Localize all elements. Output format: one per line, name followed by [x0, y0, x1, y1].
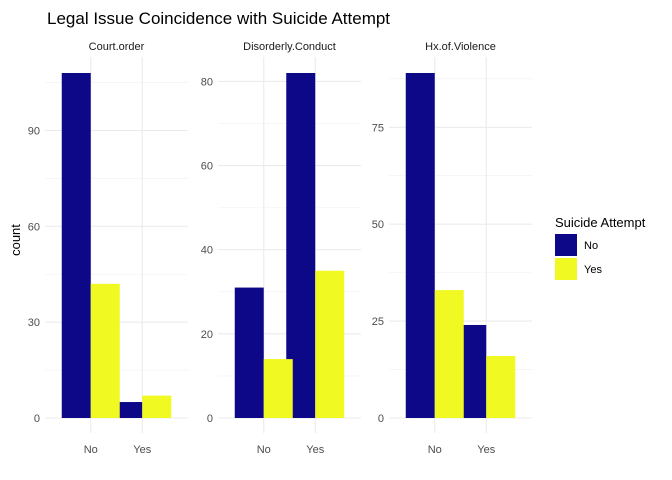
facet-0: Court.order 0 30 60 90 No Yes: [28, 41, 188, 456]
y-tick-label: 75: [372, 122, 384, 134]
y-tick-label: 25: [372, 316, 384, 328]
facet-1: Disorderly.Conduct 0 20 40 60 80 No Yes: [201, 41, 361, 456]
facet-title: Hx.of.Violence: [425, 41, 496, 53]
bar-yes-yes: [486, 355, 516, 418]
x-tick-label: Yes: [133, 444, 151, 456]
facet-title: Disorderly.Conduct: [243, 41, 336, 53]
legend-key-yes: [555, 258, 577, 280]
x-tick-label: No: [84, 444, 98, 456]
y-tick-label: 90: [28, 126, 40, 138]
x-tick-label: Yes: [306, 444, 324, 456]
bar-no-no: [61, 73, 91, 418]
bar-no-no: [234, 287, 264, 418]
y-tick-label: 40: [201, 245, 213, 257]
bar-yes-yes: [142, 395, 172, 418]
x-tick-label: No: [257, 444, 271, 456]
y-tick-label: 20: [201, 329, 213, 341]
chart-title: Legal Issue Coincidence with Suicide Att…: [47, 9, 390, 28]
legend-title: Suicide Attempt: [555, 215, 646, 230]
y-tick-label: 0: [34, 413, 40, 425]
legend-label-yes: Yes: [584, 264, 602, 276]
x-tick-label: No: [428, 444, 442, 456]
bar-no-no: [405, 73, 435, 418]
bar-yes-no: [90, 283, 120, 418]
legend-key-no: [555, 234, 577, 256]
legend-label-no: No: [584, 240, 598, 252]
facet-2: Hx.of.Violence 0 25 50 75 No Yes: [372, 41, 532, 456]
y-tick-label: 0: [378, 413, 384, 425]
y-tick-label: 0: [207, 413, 213, 425]
bar-no-yes: [113, 402, 143, 418]
bar-yes-no: [263, 359, 293, 418]
facet-title: Court.order: [89, 41, 145, 53]
y-tick-label: 60: [201, 161, 213, 173]
bar-yes-no: [434, 290, 464, 418]
x-tick-label: Yes: [477, 444, 495, 456]
y-tick-label: 60: [28, 221, 40, 233]
legend: Suicide Attempt No Yes: [555, 215, 646, 280]
y-tick-label: 80: [201, 76, 213, 88]
y-tick-label: 50: [372, 219, 384, 231]
y-axis-label: count: [8, 224, 23, 256]
y-tick-label: 30: [28, 317, 40, 329]
bar-yes-yes: [315, 270, 345, 418]
